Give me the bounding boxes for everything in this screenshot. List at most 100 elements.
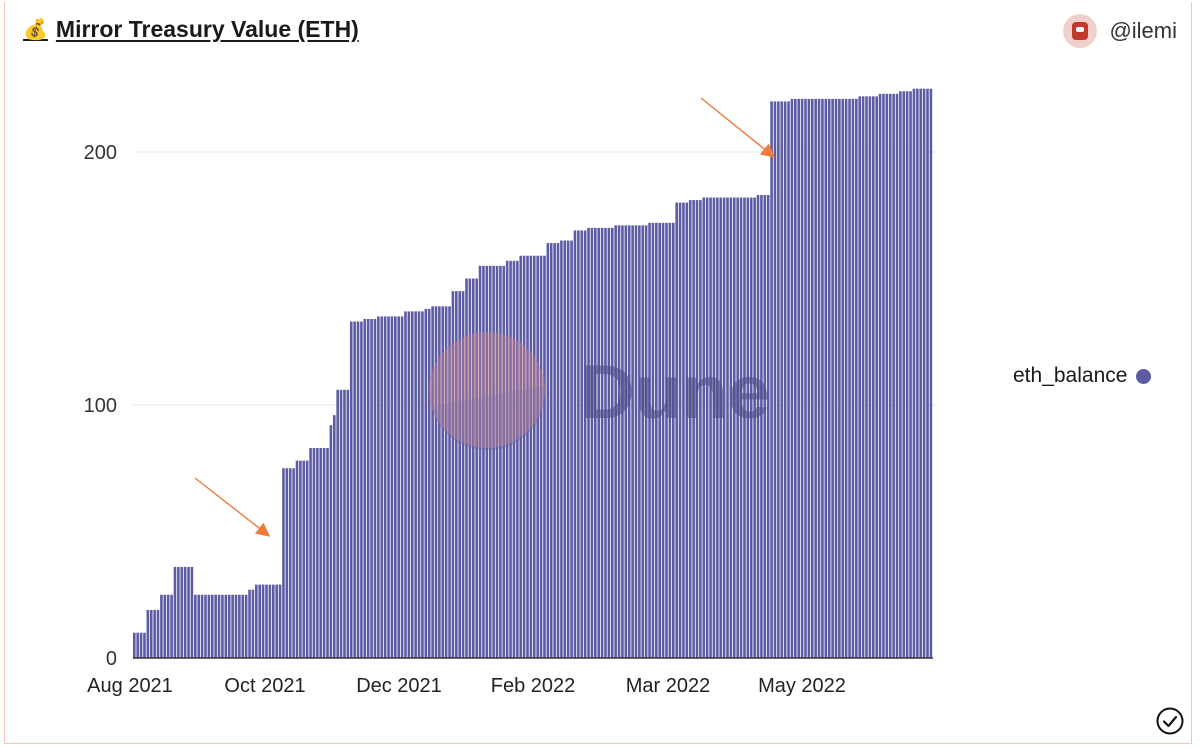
- bar[interactable]: [190, 566, 194, 658]
- bar[interactable]: [149, 609, 153, 658]
- bar[interactable]: [892, 93, 895, 658]
- bar[interactable]: [885, 93, 889, 658]
- bar[interactable]: [688, 200, 692, 658]
- bar[interactable]: [855, 98, 858, 659]
- bar[interactable]: [509, 260, 512, 658]
- bar[interactable]: [882, 93, 885, 658]
- bar[interactable]: [248, 589, 251, 658]
- bar[interactable]: [814, 98, 817, 659]
- bar[interactable]: [505, 260, 509, 658]
- bar[interactable]: [746, 197, 750, 659]
- bar[interactable]: [600, 227, 604, 658]
- bar[interactable]: [729, 197, 733, 659]
- bar[interactable]: [424, 308, 428, 658]
- bar[interactable]: [455, 291, 458, 658]
- bar[interactable]: [733, 197, 736, 659]
- bar[interactable]: [173, 566, 177, 658]
- bar[interactable]: [516, 260, 519, 658]
- bar[interactable]: [539, 255, 543, 659]
- bar[interactable]: [292, 468, 295, 658]
- bar[interactable]: [841, 98, 845, 659]
- bar[interactable]: [166, 594, 170, 658]
- bar[interactable]: [261, 584, 265, 658]
- bar[interactable]: [838, 98, 841, 659]
- bar[interactable]: [553, 243, 556, 658]
- bar[interactable]: [512, 260, 516, 658]
- bar[interactable]: [238, 594, 241, 658]
- bar[interactable]: [356, 321, 360, 658]
- bar[interactable]: [133, 632, 136, 658]
- bar[interactable]: [265, 584, 268, 658]
- bar[interactable]: [438, 306, 441, 658]
- bar[interactable]: [868, 96, 872, 659]
- bar[interactable]: [858, 96, 862, 659]
- bar[interactable]: [295, 460, 299, 658]
- bar[interactable]: [899, 91, 902, 658]
- bar[interactable]: [299, 460, 302, 658]
- bar[interactable]: [543, 255, 546, 659]
- bar[interactable]: [533, 255, 536, 659]
- bar[interactable]: [421, 311, 424, 658]
- bar[interactable]: [570, 240, 573, 659]
- bar[interactable]: [705, 197, 709, 659]
- bar[interactable]: [468, 278, 472, 659]
- bar[interactable]: [316, 448, 319, 658]
- bar[interactable]: [804, 98, 807, 659]
- bar[interactable]: [312, 448, 316, 658]
- bar[interactable]: [685, 202, 689, 658]
- bar[interactable]: [634, 225, 638, 658]
- bar[interactable]: [404, 311, 407, 658]
- bar[interactable]: [587, 227, 590, 658]
- bar[interactable]: [329, 425, 333, 658]
- bar[interactable]: [563, 240, 567, 659]
- bar[interactable]: [922, 88, 926, 658]
- bar[interactable]: [790, 98, 794, 659]
- bar[interactable]: [288, 468, 292, 658]
- bar[interactable]: [736, 197, 739, 659]
- bar[interactable]: [604, 227, 607, 658]
- bar[interactable]: [888, 93, 892, 658]
- bar[interactable]: [387, 316, 390, 658]
- bar[interactable]: [400, 316, 404, 658]
- bar[interactable]: [766, 195, 770, 658]
- bar[interactable]: [153, 609, 156, 658]
- bar[interactable]: [373, 318, 377, 658]
- bar[interactable]: [756, 195, 760, 658]
- bar[interactable]: [309, 448, 312, 658]
- bar[interactable]: [163, 594, 167, 658]
- bar[interactable]: [234, 594, 238, 658]
- bar[interactable]: [231, 594, 234, 658]
- bar[interactable]: [271, 584, 275, 658]
- bar[interactable]: [824, 98, 828, 659]
- bar[interactable]: [905, 91, 909, 658]
- bar[interactable]: [712, 197, 716, 659]
- bar[interactable]: [787, 101, 790, 658]
- bar[interactable]: [407, 311, 411, 658]
- bar[interactable]: [241, 594, 245, 658]
- bar[interactable]: [834, 98, 838, 659]
- bar[interactable]: [200, 594, 204, 658]
- bar[interactable]: [851, 98, 855, 659]
- bar[interactable]: [844, 98, 848, 659]
- bar[interactable]: [170, 594, 173, 658]
- bar[interactable]: [499, 265, 502, 658]
- bar[interactable]: [692, 200, 695, 658]
- bar[interactable]: [255, 584, 258, 658]
- bar[interactable]: [719, 197, 723, 659]
- bar[interactable]: [278, 584, 282, 658]
- bar[interactable]: [655, 222, 658, 658]
- bar[interactable]: [573, 230, 577, 658]
- bar[interactable]: [590, 227, 594, 658]
- bar[interactable]: [305, 460, 309, 658]
- bar[interactable]: [244, 594, 248, 658]
- bar[interactable]: [878, 93, 882, 658]
- bar[interactable]: [763, 195, 767, 658]
- bar[interactable]: [526, 255, 529, 659]
- bar[interactable]: [366, 318, 370, 658]
- bar[interactable]: [204, 594, 207, 658]
- bar[interactable]: [617, 225, 621, 658]
- bar[interactable]: [394, 316, 397, 658]
- bar[interactable]: [444, 306, 448, 658]
- bar[interactable]: [926, 88, 929, 658]
- bar[interactable]: [895, 93, 899, 658]
